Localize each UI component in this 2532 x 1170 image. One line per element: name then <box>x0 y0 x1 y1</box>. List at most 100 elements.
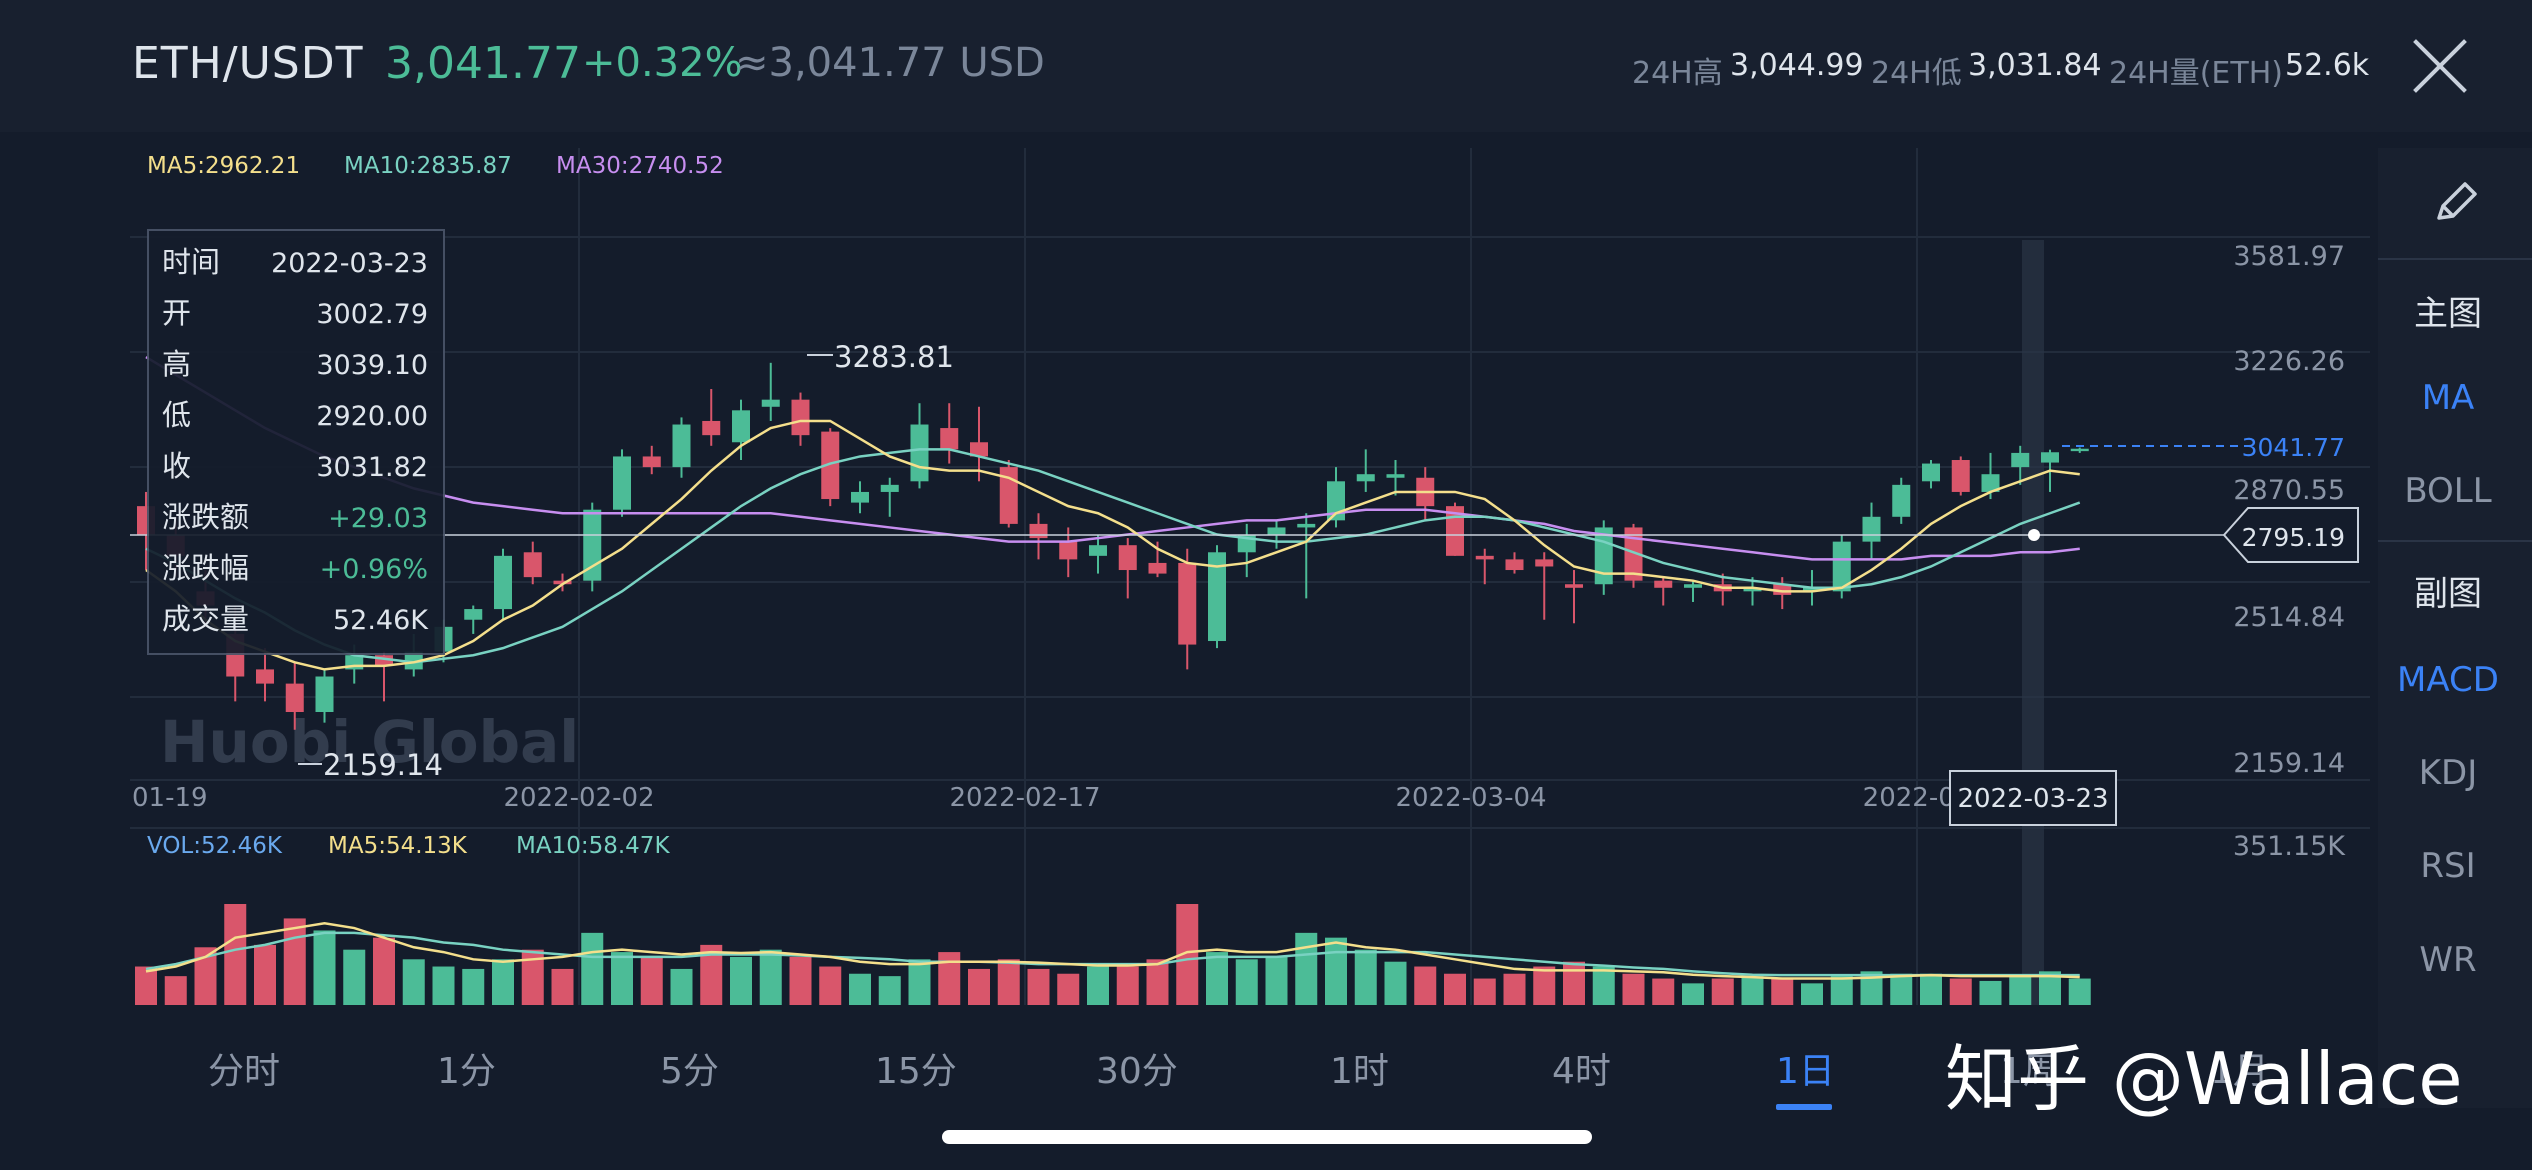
chart-grid <box>130 148 2370 1005</box>
pencil-icon[interactable] <box>2427 172 2487 232</box>
volume-bar <box>2039 971 2061 1005</box>
volume-bar <box>1830 976 1853 1005</box>
volume-24h-label: 24H量(ETH) <box>2109 56 2283 91</box>
high-24h-label: 24H高 <box>1632 56 1723 91</box>
candle-body <box>970 442 988 457</box>
candle-body <box>1178 562 1197 645</box>
volume-bar <box>1979 980 2002 1005</box>
candle-body <box>1267 527 1286 535</box>
volume-24h-value: 52.6k <box>2285 48 2370 83</box>
indicator-kdj[interactable]: KDJ <box>2418 753 2478 793</box>
last-price-tag: 3041.77 <box>2242 433 2345 462</box>
low-24h-label: 24H低 <box>1871 56 1962 91</box>
volume-bar <box>1741 976 1764 1005</box>
tab-5min[interactable]: 5分 <box>660 1051 719 1092</box>
tab-30min[interactable]: 30分 <box>1096 1051 1178 1092</box>
sidebar-divider <box>2378 540 2532 542</box>
volume-bar <box>1354 949 1377 1005</box>
candle-body <box>702 420 721 436</box>
volume-bar <box>1414 966 1437 1005</box>
max-annotation: 3283.81 <box>834 340 954 374</box>
tab-4hour[interactable]: 4时 <box>1552 1051 1611 1092</box>
volume-bar <box>1265 956 1288 1005</box>
candle-body <box>1505 559 1524 571</box>
volume-bar <box>730 956 752 1005</box>
tab-timeshare[interactable]: 分时 <box>208 1051 281 1092</box>
vol-ma5-legend: MA5:54.13K <box>328 833 468 859</box>
ohlc-tooltip: 时间 2022-03-23 开 3002.79 高 3039.10 低 2920.00 收 303… <box>147 229 445 655</box>
volume-bar <box>1563 961 1585 1005</box>
crosshair-price: 2795.19 <box>2242 523 2345 552</box>
tooltip-label: 收 <box>162 449 191 483</box>
volume-bar <box>640 956 663 1005</box>
candle-body <box>285 683 304 713</box>
crosshair-highlight <box>2022 240 2044 1005</box>
y-tick: 3226.26 <box>2233 346 2345 377</box>
high-24h-value: 3,044.99 <box>1730 48 1864 83</box>
indicator-boll[interactable]: BOLL <box>2404 471 2492 511</box>
indicator-ma[interactable]: MA <box>2421 378 2475 418</box>
volume-bar <box>581 932 604 1005</box>
ma-lines-layer <box>145 356 2081 671</box>
indicator-rsi[interactable]: RSI <box>2420 846 2476 886</box>
volume-bar <box>402 959 425 1005</box>
candle-body <box>1535 559 1554 567</box>
indicator-macd[interactable]: MACD <box>2397 660 2499 700</box>
candle-body <box>1089 545 1107 556</box>
volume-bar <box>551 968 574 1005</box>
candle-body <box>1356 474 1375 482</box>
tooltip-label: 涨跌幅 <box>162 551 249 585</box>
trading-pair[interactable]: ETH/USDT <box>132 38 364 89</box>
volume-bar <box>2068 978 2091 1005</box>
volume-bar <box>1652 978 1675 1005</box>
volume-bar <box>462 968 485 1005</box>
candle-body <box>404 651 423 670</box>
candle-body <box>791 399 810 436</box>
home-indicator[interactable] <box>942 1130 1592 1144</box>
candle-body <box>2070 448 2089 452</box>
ma10-legend: MA10:2835.87 <box>344 153 512 179</box>
tab-15min[interactable]: 15分 <box>875 1051 957 1092</box>
active-tab-underline <box>1776 1104 1832 1110</box>
candle-body <box>672 424 691 468</box>
volume-bar <box>670 968 693 1005</box>
volume-bar <box>135 966 157 1005</box>
tab-1month[interactable]: 1月 <box>2210 1051 2269 1092</box>
tab-1min[interactable]: 1分 <box>437 1051 496 1092</box>
candle-body <box>494 555 512 610</box>
candle-body <box>1892 484 1911 517</box>
candle-body <box>1297 523 1316 528</box>
candle-body <box>2041 452 2059 463</box>
tab-1week[interactable]: 1周 <box>2000 1051 2059 1092</box>
volume-bar <box>1057 973 1080 1005</box>
vol-ma5-line <box>145 921 2080 980</box>
volume-bar <box>373 937 395 1005</box>
tooltip-label: 成交量 <box>162 602 249 636</box>
candle-body <box>1862 516 1881 542</box>
close-icon[interactable] <box>2410 36 2470 96</box>
sub-chart-label: 副图 <box>2414 574 2482 614</box>
volume-bar <box>1533 966 1556 1005</box>
candle-body <box>910 424 929 482</box>
volume-bar <box>1206 952 1228 1005</box>
candle-body <box>523 552 542 578</box>
volume-bar <box>1503 973 1526 1005</box>
candle-body <box>553 580 572 585</box>
volume-bar <box>1682 983 1704 1005</box>
tooltip-value: +0.96% <box>320 554 428 585</box>
candle-body <box>613 456 631 510</box>
y-tick: 3581.97 <box>2233 241 2345 272</box>
candle-body <box>1922 463 1940 482</box>
indicator-wr[interactable]: WR <box>2419 940 2477 980</box>
volume-bar <box>432 966 455 1005</box>
tab-1day[interactable]: 1日 <box>1776 1051 1835 1092</box>
candle-body <box>1386 474 1405 478</box>
tooltip-value: 3039.10 <box>316 350 428 381</box>
kline-chart[interactable]: MA5:2962.21 MA10:2835.87 MA30:2740.52 Hu… <box>0 132 2378 1012</box>
candle-body <box>1803 587 1821 592</box>
ma5-line <box>145 419 2080 671</box>
volume-bar <box>1295 932 1318 1005</box>
tooltip-value: 52.46K <box>333 605 429 636</box>
tab-1hour[interactable]: 1时 <box>1330 1051 1389 1092</box>
y-tick: 2870.55 <box>2233 475 2345 506</box>
